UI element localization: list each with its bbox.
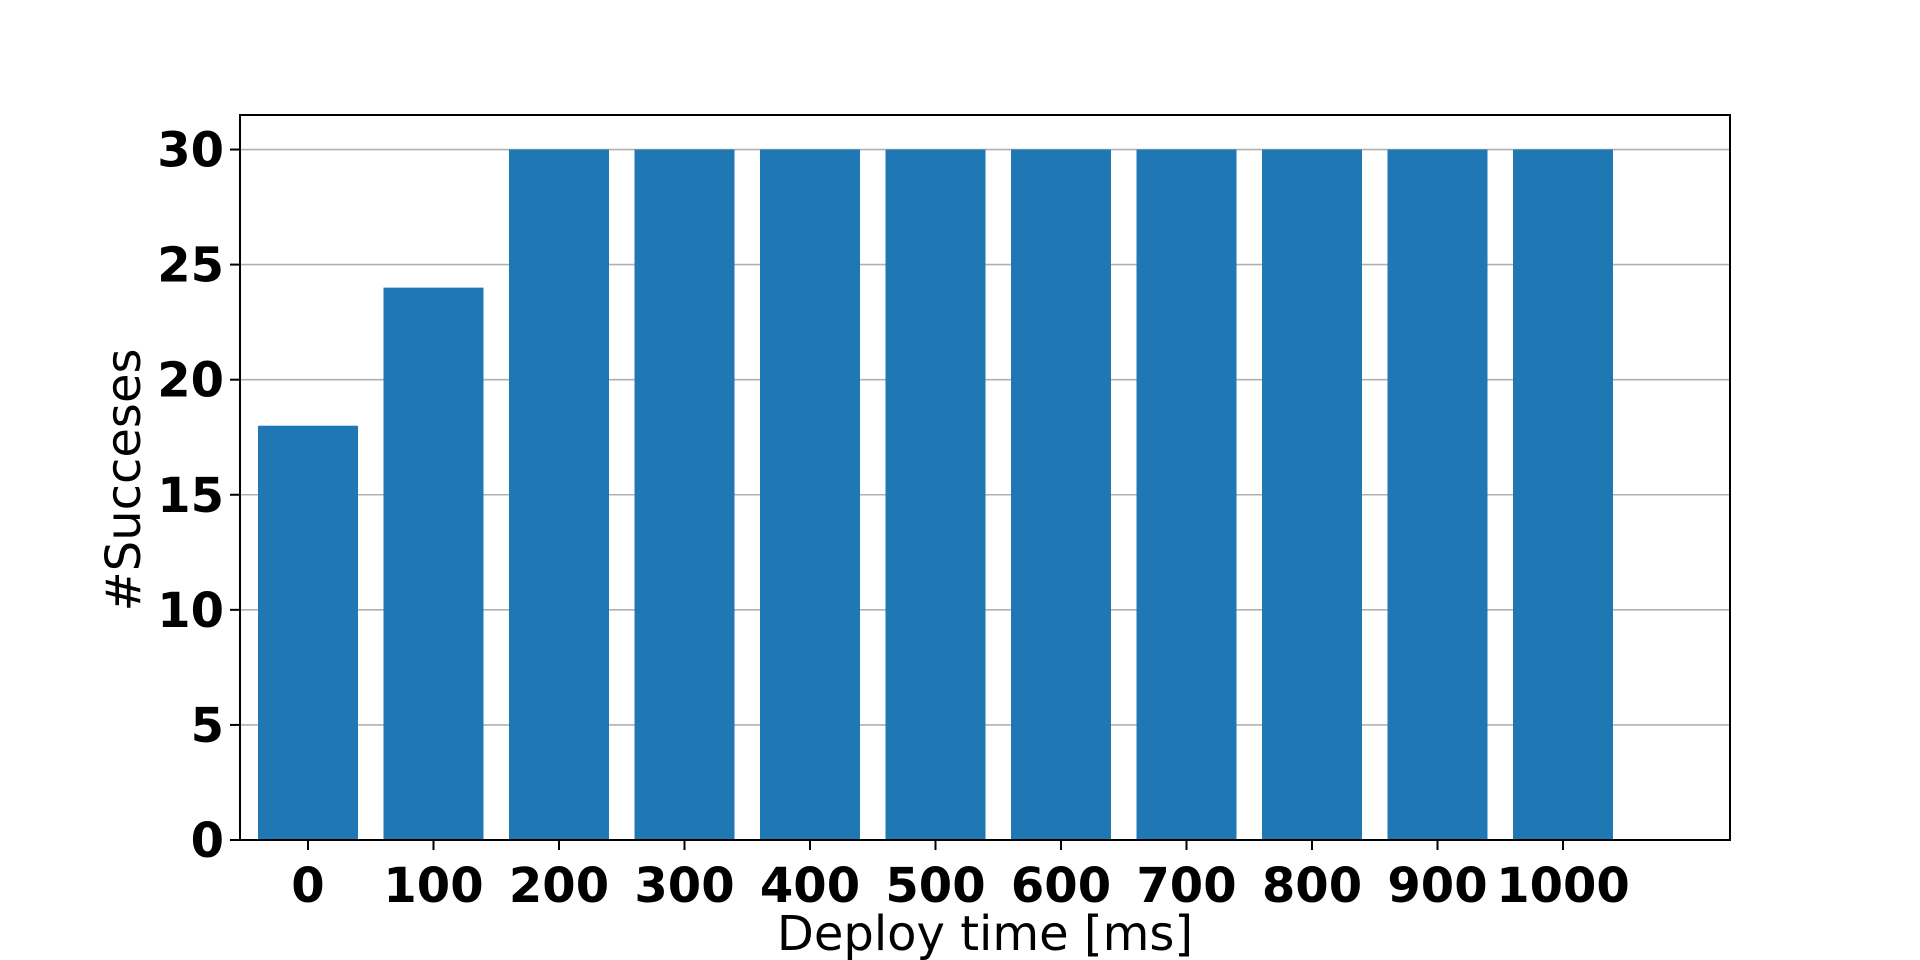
- x-tick-label: 900: [1387, 858, 1487, 914]
- y-tick-label: 25: [157, 238, 224, 294]
- bar-900: [1387, 149, 1488, 840]
- y-axis-label: #Succeses: [96, 349, 152, 612]
- x-tick-label: 600: [1011, 858, 1111, 914]
- bar-100: [383, 287, 484, 841]
- x-axis-ticks: 0 100 200 300 400 500 600 700 800 900 1000: [291, 840, 1630, 914]
- y-tick-label: 5: [191, 698, 224, 754]
- y-tick-label: 20: [157, 353, 224, 409]
- y-tick-label: 10: [157, 583, 224, 639]
- bar-1000: [1513, 149, 1613, 840]
- y-tick-label: 30: [157, 123, 224, 179]
- bar-0: [258, 425, 358, 840]
- bar-300: [634, 149, 735, 840]
- x-tick-label: 100: [383, 858, 483, 914]
- y-axis-ticks: 0 5 10 15 20 25 30: [157, 123, 240, 869]
- x-axis-label: Deploy time [ms]: [777, 906, 1193, 960]
- x-tick-label: 300: [634, 858, 734, 914]
- plot-frame: [239, 114, 1731, 841]
- bar-500: [885, 149, 986, 840]
- y-tick-label: 0: [191, 813, 224, 869]
- x-tick-label: 200: [509, 858, 609, 914]
- bar-700: [1136, 149, 1237, 840]
- bar-800: [1262, 149, 1362, 840]
- x-tick-label: 800: [1262, 858, 1362, 914]
- x-tick-label: 0: [291, 858, 324, 914]
- bar-600: [1011, 149, 1111, 840]
- x-tick-label: 1000: [1496, 858, 1630, 914]
- bar-200: [509, 149, 609, 840]
- bars: [258, 149, 1613, 841]
- x-tick-label: 700: [1136, 858, 1236, 914]
- x-tick-label: 400: [760, 858, 860, 914]
- bar-400: [760, 149, 860, 840]
- x-tick-label: 500: [885, 858, 985, 914]
- y-tick-label: 15: [157, 468, 224, 524]
